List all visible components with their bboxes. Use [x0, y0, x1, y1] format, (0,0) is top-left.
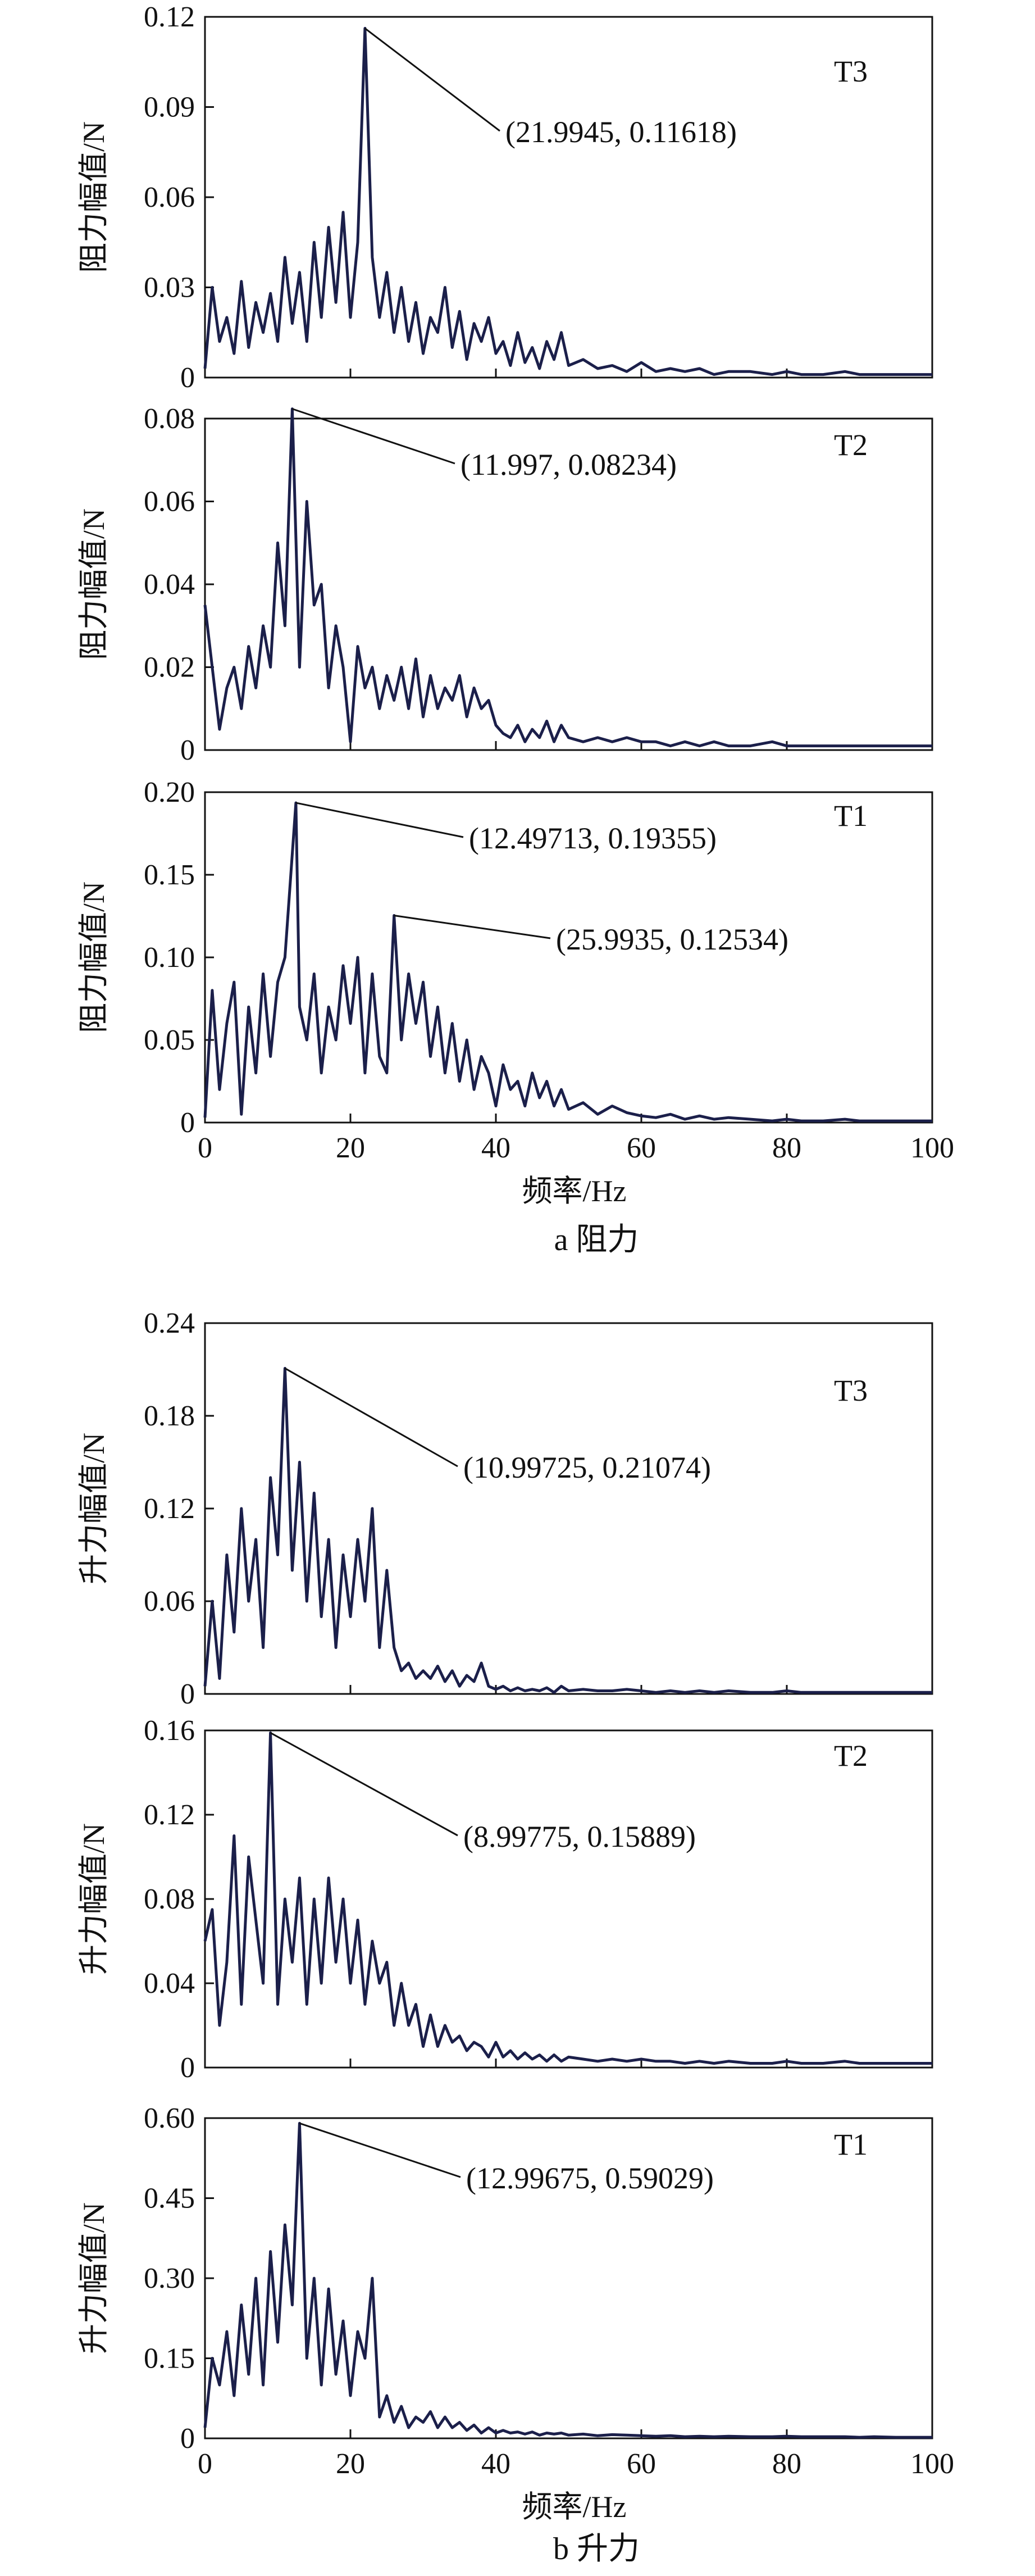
panels: 0 0.03 0.06 0.09 0.12 阻力幅值/N T3 (21.9945, 0.116… [77, 1, 954, 2524]
annotation-label: (11.997, 0.08234) [460, 448, 677, 481]
annotation-leader [295, 802, 464, 838]
y-axis-label: 阻力幅值/N [77, 882, 111, 1033]
series-line [203, 1367, 932, 1694]
y-tick-label: 0 [180, 1678, 195, 1710]
y-tick-label: 0.10 [144, 942, 195, 974]
series-tag: T1 [834, 799, 868, 833]
y-tick-label: 0.15 [144, 2343, 195, 2375]
y-tick-label: 0.24 [144, 1307, 195, 1339]
y-tick-label: 0.08 [144, 403, 195, 435]
annotation-leader [364, 28, 500, 132]
y-tick-label: 0.09 [144, 92, 195, 124]
y-axis-label: 阻力幅值/N [77, 508, 111, 660]
y-tick-label: 0.16 [144, 1715, 195, 1747]
y-tick-label: 0 [180, 2423, 195, 2455]
x-tick-label: 20 [336, 2448, 365, 2480]
x-tick-label: 60 [627, 2448, 656, 2480]
panel-3: 0 0.05 0.10 0.15 0.20 0 20 40 60 80 100 频率/Hz 阻力幅值/N… [77, 776, 954, 1208]
y-tick-label: 0.03 [144, 272, 195, 304]
caption-b: b 升力 [553, 2532, 640, 2566]
x-axis-label: 频率/Hz [522, 1174, 627, 1208]
series-line [203, 1731, 932, 2065]
y-tick-label: 0.04 [144, 1968, 195, 2000]
x-axis-label: 频率/Hz [522, 2490, 627, 2524]
series-tag: T2 [834, 1739, 868, 1773]
y-tick-label: 0.60 [144, 2102, 195, 2134]
y-tick-label: 0.45 [144, 2183, 195, 2215]
annotation-leader [284, 1367, 458, 1468]
y-tick-label: 0.05 [144, 1024, 195, 1056]
y-axis-label: 升力幅值/N [77, 2202, 111, 2354]
series-line [203, 2121, 932, 2439]
y-tick-label: 0.12 [144, 1493, 195, 1525]
y-tick-label: 0 [180, 1107, 195, 1139]
annotation-label: (21.9945, 0.11618) [505, 115, 737, 149]
series-line [203, 26, 932, 376]
annotation-label: (25.9935, 0.12534) [556, 923, 788, 956]
panel-4: 0 0.06 0.12 0.18 0.24 升力幅值/N T3 (10.99725, 0.21… [77, 1307, 933, 1710]
y-tick-label: 0.06 [144, 181, 195, 213]
y-axis-label: 升力幅值/N [77, 1823, 111, 1975]
y-tick-label: 0 [180, 2052, 195, 2084]
x-tick-label: 40 [481, 2448, 510, 2480]
annotation-label: (12.49713, 0.19355) [469, 821, 717, 855]
x-tick-label: 0 [198, 1132, 212, 1164]
annotation-leader [291, 408, 455, 465]
annotation-leader [299, 2122, 461, 2178]
annotation-leader [394, 915, 551, 939]
y-tick-label: 0.18 [144, 1400, 195, 1432]
annotation-leader [270, 1732, 458, 1837]
panel-1: 0 0.03 0.06 0.09 0.12 阻力幅值/N T3 (21.9945, 0.116… [77, 1, 933, 394]
panel-2: 0 0.02 0.04 0.06 0.08 阻力幅值/N T2 (11.997, 0.0823… [77, 403, 933, 766]
x-tick-label: 80 [772, 2448, 801, 2480]
y-tick-label: 0.20 [144, 776, 195, 808]
series-tag: T2 [834, 428, 868, 462]
y-tick-label: 0.06 [144, 1585, 195, 1618]
series-tag: T1 [834, 2128, 868, 2161]
y-tick-label: 0.06 [144, 486, 195, 518]
x-tick-label: 0 [198, 2448, 212, 2480]
y-tick-label: 0 [180, 734, 195, 766]
panel-5: 0 0.04 0.08 0.12 0.16 升力幅值/N T2 (8.99775, 0.158… [77, 1715, 933, 2084]
series-tag: T3 [834, 1374, 868, 1407]
y-axis-label: 阻力幅值/N [77, 121, 111, 273]
y-tick-label: 0 [180, 362, 195, 394]
x-tick-label: 60 [627, 1132, 656, 1164]
y-tick-label: 0.08 [144, 1883, 195, 1915]
y-tick-label: 0.15 [144, 859, 195, 891]
y-tick-label: 0.12 [144, 1799, 195, 1831]
y-tick-label: 0.30 [144, 2262, 195, 2295]
annotation-label: (12.99675, 0.59029) [466, 2161, 714, 2195]
plot-frame [204, 16, 933, 379]
annotation-label: (8.99775, 0.15889) [463, 1820, 696, 1853]
panel-6: 0 0.15 0.30 0.45 0.60 0 20 40 60 80 100 频率/Hz 升力幅值/N… [77, 2102, 954, 2524]
annotation-label: (10.99725, 0.21074) [463, 1451, 711, 1484]
x-tick-label: 100 [910, 2448, 954, 2480]
x-tick-label: 40 [481, 1132, 510, 1164]
x-tick-label: 80 [772, 1132, 801, 1164]
series-tag: T3 [834, 54, 868, 88]
x-tick-label: 100 [910, 1132, 954, 1164]
y-tick-label: 0.04 [144, 569, 195, 601]
y-tick-label: 0.02 [144, 652, 195, 684]
x-tick-label: 20 [336, 1132, 365, 1164]
y-axis-label: 升力幅值/N [77, 1433, 111, 1584]
y-tick-label: 0.12 [144, 1, 195, 33]
caption-a: a 阻力 [554, 1223, 639, 1257]
